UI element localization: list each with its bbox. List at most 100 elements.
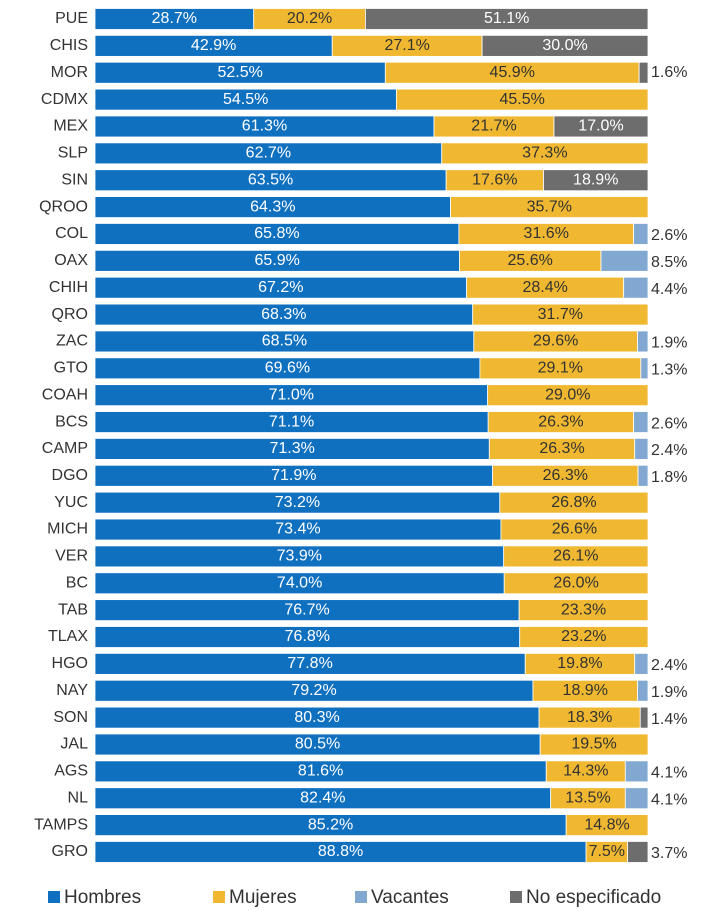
data-label: 20.2% — [287, 10, 332, 27]
data-label: 2.4% — [651, 657, 687, 674]
data-label: 45.5% — [500, 91, 545, 108]
data-label: 73.2% — [275, 494, 320, 511]
data-label: 4.1% — [651, 791, 687, 808]
data-label: 1.8% — [651, 469, 687, 486]
category-label: COL — [55, 225, 88, 242]
category-label: COAH — [42, 386, 88, 403]
category-label: QRO — [52, 306, 88, 323]
data-label: 1.4% — [651, 711, 687, 728]
data-label: 29.0% — [545, 386, 590, 403]
data-label: 26.3% — [543, 467, 588, 484]
category-label: AGS — [54, 763, 88, 780]
bar-segment — [637, 679, 649, 702]
bar-segment — [637, 464, 649, 487]
category-label: GTO — [54, 360, 88, 377]
data-label: 67.2% — [258, 279, 303, 296]
data-label: 82.4% — [300, 789, 345, 806]
data-label: 18.9% — [563, 682, 608, 699]
data-label: 1.6% — [651, 64, 687, 81]
data-label: 76.8% — [285, 628, 330, 645]
data-label: 76.7% — [284, 601, 329, 618]
category-label: GRO — [52, 843, 88, 860]
bar-segment — [503, 572, 649, 595]
data-label: 17.0% — [578, 118, 623, 135]
legend-label: Hombres — [64, 887, 141, 908]
bar-segment — [638, 61, 649, 84]
data-label: 71.3% — [269, 440, 314, 457]
category-label: NAY — [56, 682, 88, 699]
category-label: ZAC — [56, 333, 88, 350]
data-label: 74.0% — [277, 574, 322, 591]
data-label: 52.5% — [217, 64, 262, 81]
data-label: 73.4% — [275, 521, 320, 538]
category-label: NL — [68, 789, 89, 806]
data-label: 79.2% — [291, 682, 336, 699]
data-label: 26.3% — [538, 413, 583, 430]
data-label: 71.9% — [271, 467, 316, 484]
legend-swatch — [48, 891, 60, 903]
category-label: TAB — [58, 601, 88, 618]
legend-swatch — [510, 891, 522, 903]
category-label: BCS — [55, 413, 88, 430]
category-label: OAX — [54, 252, 88, 269]
data-label: 80.5% — [295, 736, 340, 753]
category-label: YUC — [54, 494, 88, 511]
bar-segment — [539, 733, 649, 756]
data-label: 85.2% — [308, 816, 353, 833]
data-label: 65.9% — [255, 252, 300, 269]
data-label: 28.7% — [152, 10, 197, 27]
bar-segment — [565, 814, 649, 836]
data-label: 21.7% — [471, 118, 516, 135]
data-label: 81.6% — [298, 763, 343, 780]
bar-segment — [395, 88, 649, 111]
category-label: BC — [66, 574, 88, 591]
data-label: 54.5% — [223, 91, 268, 108]
bar-segment — [634, 438, 649, 460]
bar-segment — [640, 357, 649, 380]
data-label: 13.5% — [565, 789, 610, 806]
data-label: 65.8% — [254, 225, 299, 242]
category-label: QROO — [39, 198, 88, 215]
category-label: CAMP — [42, 440, 88, 457]
data-label: 27.1% — [384, 37, 429, 54]
category-label: JAL — [60, 736, 88, 753]
category-label: TAMPS — [34, 816, 88, 833]
bar-segment — [633, 411, 649, 433]
bar-segment — [623, 276, 649, 299]
data-label: 61.3% — [242, 118, 287, 135]
category-label: TLAX — [48, 628, 88, 645]
category-label: SON — [53, 709, 88, 726]
data-label: 19.5% — [571, 736, 616, 753]
bar-segment — [472, 303, 649, 326]
bar-segment — [503, 545, 649, 568]
category-label: CHIS — [50, 37, 88, 54]
legend-label: Mujeres — [229, 887, 297, 908]
data-label: 25.6% — [508, 252, 553, 269]
bar-segment — [481, 34, 649, 57]
data-label: 14.8% — [584, 816, 629, 833]
data-label: 71.1% — [269, 413, 314, 430]
data-label: 18.3% — [567, 709, 612, 726]
bar-segment — [637, 330, 649, 353]
category-label: SIN — [61, 171, 88, 188]
data-label: 1.9% — [651, 684, 687, 701]
data-label: 29.6% — [533, 333, 578, 350]
data-label: 68.3% — [261, 306, 306, 323]
data-label: 68.5% — [262, 333, 307, 350]
data-label: 62.7% — [246, 145, 291, 162]
data-label: 26.0% — [553, 574, 598, 591]
data-label: 26.1% — [553, 548, 598, 565]
data-label: 35.7% — [527, 198, 572, 215]
data-label: 30.0% — [542, 37, 587, 54]
bar-segment — [639, 706, 649, 729]
data-label: 2.6% — [651, 227, 687, 244]
bar-segment — [519, 626, 649, 648]
data-label: 19.8% — [557, 655, 602, 672]
category-label: CHIH — [49, 279, 88, 296]
category-label: PUE — [55, 10, 88, 27]
data-label: 42.9% — [191, 37, 236, 54]
data-label: 26.3% — [539, 440, 584, 457]
data-label: 31.7% — [538, 306, 583, 323]
data-label: 80.3% — [294, 709, 339, 726]
